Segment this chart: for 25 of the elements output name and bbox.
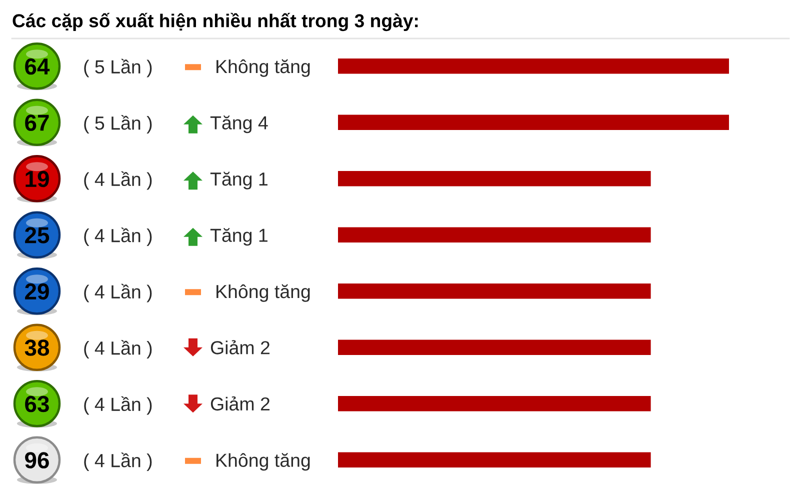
text: Tăng 1	[210, 228, 268, 246]
y-tick-label: 64	[25, 58, 50, 75]
text: Giảm 2	[210, 340, 270, 354]
text: Tăng 1	[210, 172, 268, 190]
data-label: ( 4 Lần )	[84, 452, 152, 471]
text: Giảm 2	[210, 396, 270, 411]
data-label: ( 5 Lần )	[84, 58, 152, 78]
chart-title: Các cặp số xuất hiện nhiều nhất trong 3 ngày:	[12, 12, 418, 32]
text: Tăng 4	[210, 115, 268, 134]
text: Không tăng	[216, 284, 310, 302]
data-label: ( 4 Lần )	[84, 171, 152, 190]
text: Không tăng	[216, 452, 310, 471]
y-tick-label: 29	[25, 283, 49, 300]
text: Không tăng	[216, 59, 310, 77]
y-tick-label: 96	[25, 452, 49, 468]
y-tick-label: 63	[25, 396, 49, 412]
data-label: ( 4 Lần )	[84, 396, 152, 415]
data-label: ( 4 Lần )	[84, 228, 152, 246]
y-tick-label: 38	[24, 340, 50, 356]
data-label: ( 4 Lần )	[84, 284, 152, 302]
y-tick-label: 67	[25, 114, 49, 131]
data-label: ( 4 Lần )	[84, 340, 152, 358]
data-label: ( 5 Lần )	[84, 115, 152, 134]
y-tick-label: 25	[25, 227, 50, 244]
y-tick-label: 19	[26, 170, 49, 188]
